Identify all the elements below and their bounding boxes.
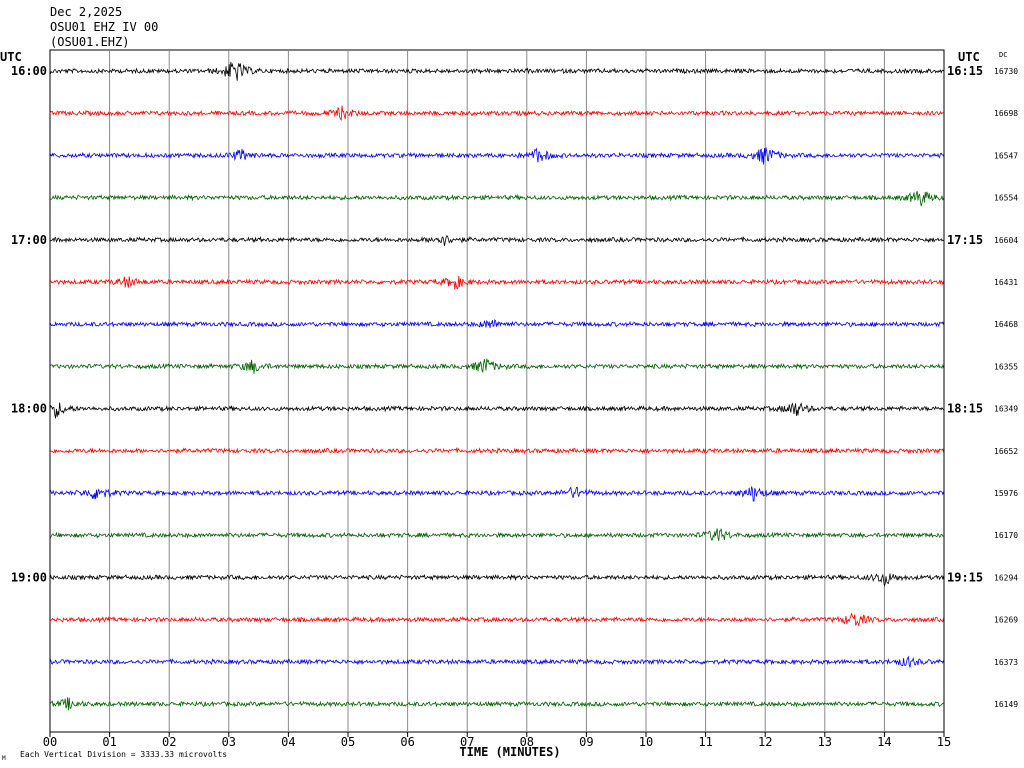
dc-value: 16349 [994, 405, 1018, 414]
dc-value: 16269 [994, 616, 1018, 625]
plot-frame [49, 49, 945, 733]
right-timezone-label: UTC [958, 50, 980, 64]
x-tick-label: 05 [341, 735, 355, 749]
trace-row-3 [49, 191, 944, 207]
trace-row-1 [49, 105, 944, 121]
right-time-label: 16:15 [947, 64, 983, 78]
trace-row-6 [49, 319, 944, 329]
x-tick-label: 10 [639, 735, 653, 749]
dc-value: 16373 [994, 658, 1018, 667]
trace-row-12 [49, 573, 944, 587]
dc-value: 16431 [994, 278, 1018, 287]
dc-value: 16170 [994, 531, 1018, 540]
header-channel: (OSU01.EHZ) [50, 35, 129, 49]
trace-row-10 [49, 486, 944, 502]
dc-value: 16554 [994, 194, 1018, 203]
trace-row-5 [50, 275, 944, 290]
right-time-label: 17:15 [947, 233, 983, 247]
trace-row-7 [49, 358, 944, 374]
footer-mark: M [2, 755, 6, 762]
x-tick-label: 02 [162, 735, 176, 749]
x-tick-label: 07 [460, 735, 474, 749]
trace-row-11 [49, 528, 944, 541]
x-tick-label: 12 [758, 735, 772, 749]
left-timezone-label: UTC [0, 50, 22, 64]
trace-row-4 [49, 235, 944, 246]
x-tick-label: 00 [43, 735, 57, 749]
footer-note: Each Vertical Division = 3333.33 microvo… [20, 750, 227, 759]
trace-row-9 [49, 447, 944, 455]
x-tick-label: 03 [222, 735, 236, 749]
right-time-label: 18:15 [947, 402, 983, 416]
dc-value: 16604 [994, 236, 1018, 245]
header-date: Dec 2,2025 [50, 5, 122, 19]
x-tick-label: 04 [281, 735, 295, 749]
dc-value: 16294 [994, 573, 1018, 582]
dc-value: 16547 [994, 151, 1018, 160]
right-time-label: 19:15 [947, 570, 983, 584]
dc-value: 15976 [994, 489, 1018, 498]
trace-row-13 [49, 612, 944, 626]
header-station: OSU01 EHZ IV 00 [50, 20, 158, 34]
dc-header-label: DC [999, 51, 1007, 59]
dc-value: 16355 [994, 362, 1018, 371]
trace-row-0 [49, 61, 944, 81]
x-axis-title: TIME (MINUTES) [459, 745, 560, 759]
left-time-label: 17:00 [11, 233, 47, 247]
dc-value: 16149 [994, 700, 1018, 709]
trace-row-14 [49, 655, 944, 668]
left-time-label: 19:00 [11, 570, 47, 584]
x-tick-label: 06 [400, 735, 414, 749]
dc-value: 16698 [994, 109, 1018, 118]
trace-row-2 [49, 147, 944, 165]
x-tick-label: 01 [102, 735, 116, 749]
x-tick-label: 15 [937, 735, 951, 749]
x-tick-label: 09 [579, 735, 593, 749]
left-time-label: 16:00 [11, 64, 47, 78]
trace-row-8 [49, 402, 944, 419]
left-time-label: 18:00 [11, 402, 47, 416]
x-tick-label: 13 [818, 735, 832, 749]
dc-value: 16730 [994, 67, 1018, 76]
dc-value: 16652 [994, 447, 1018, 456]
x-tick-label: 14 [877, 735, 891, 749]
x-tick-label: 08 [520, 735, 534, 749]
x-tick-label: 11 [698, 735, 712, 749]
dc-value: 16468 [994, 320, 1018, 329]
trace-row-15 [49, 697, 944, 711]
